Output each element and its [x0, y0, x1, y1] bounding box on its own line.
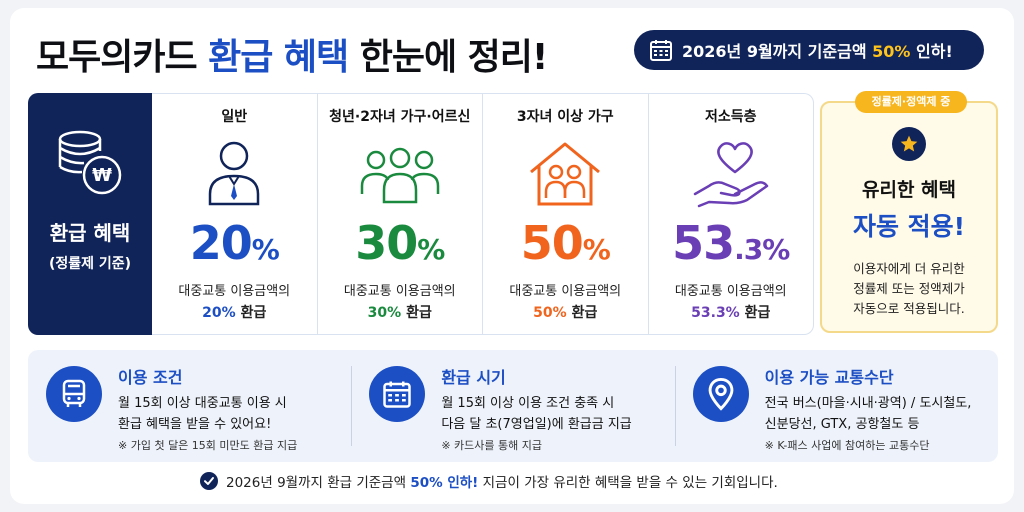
- person-icon: [192, 138, 276, 208]
- info-line: 환급 혜택을 받을 수 있어요!: [118, 417, 272, 432]
- deadline-highlight: 50%: [872, 42, 911, 61]
- check-circle-icon: [200, 472, 218, 490]
- info-note: ※ 가입 첫 달은 15회 미만도 환급 지급: [118, 439, 298, 452]
- page-title: 모두의카드 환급 혜택 한눈에 정리!: [36, 28, 549, 80]
- info-note: ※ K-패스 사업에 참여하는 교통수단: [764, 439, 930, 452]
- auto-apply-headline: 자동 적용!: [852, 212, 966, 241]
- category-label: 저소득층: [704, 109, 757, 125]
- auto-apply-title: 유리한 혜택: [861, 179, 956, 201]
- footer-note: 2026년 9월까지 환급 기준금액 50% 인하! 지금이 가장 유리한 혜택…: [200, 470, 778, 492]
- benefit-desc: 대중교통 이용금액의: [674, 284, 787, 299]
- desc-suffix: 환급: [744, 305, 771, 321]
- footer-prefix: 2026년 9월까지 환급 기준금액: [226, 475, 407, 491]
- calendar-icon: [369, 366, 426, 422]
- benefit-desc: 대중교통 이용금액의: [343, 284, 456, 299]
- title-accent: 환급 혜택: [208, 37, 349, 78]
- percent-value: 20%: [152, 216, 317, 270]
- info-transport-modes: 이용 가능 교통수단 전국 버스(마을·시내·광역) / 도시철도, 신분당선,…: [674, 350, 998, 462]
- desc-suffix: 환급: [240, 305, 267, 321]
- benefit-columns: 일반 20% 대중교통 이용금액의 20% 환급 청년·2자녀 가구·어르신: [152, 93, 814, 335]
- info-title: 환급 시기: [441, 368, 506, 387]
- auto-apply-desc-line: 정률제 또는 정액제가: [853, 281, 965, 296]
- benefit-label: 환급 혜택: [49, 221, 131, 245]
- footer-highlight: 50% 인하!: [410, 475, 479, 491]
- family-icon: [358, 138, 442, 208]
- auto-apply-desc-line: 자동으로 적용됩니다.: [853, 301, 965, 316]
- info-title: 이용 조건: [118, 368, 183, 387]
- category-label: 일반: [221, 109, 248, 125]
- star-badge-icon: [892, 127, 926, 161]
- info-refund-timing: 환급 시기 월 15회 이상 이용 조건 충족 시 다음 달 초(7영업일)에 …: [351, 350, 674, 462]
- percent-unit: %: [582, 233, 611, 266]
- info-line: 다음 달 초(7영업일)에 환급금 지급: [441, 417, 632, 432]
- auto-apply-box: 정률제·정액제 중 유리한 혜택 자동 적용! 이용자에게 더 유리한 정률제 …: [820, 91, 998, 333]
- footer-text: 2026년 9월까지 환급 기준금액 50% 인하! 지금이 가장 유리한 혜택…: [226, 471, 778, 491]
- calendar-icon: [648, 37, 674, 63]
- percent-unit: .3%: [734, 233, 790, 266]
- category-label: 3자녀 이상 가구: [516, 109, 614, 125]
- title-prefix: 모두의카드: [36, 37, 198, 78]
- category-label: 청년·2자녀 가구·어르신: [329, 109, 471, 125]
- desc-percent: 30%: [367, 305, 402, 321]
- percent-unit: %: [251, 233, 280, 266]
- location-pin-icon: [692, 366, 749, 422]
- title-suffix: 한눈에 정리!: [359, 37, 549, 78]
- deadline-suffix: 인하!: [916, 42, 953, 61]
- benefit-column-youth: 청년·2자녀 가구·어르신 30% 대중교통 이용금액의 30% 환급: [318, 94, 483, 334]
- coin-stack-icon: ₩: [56, 129, 126, 203]
- benefit-desc-value: 20% 환급: [152, 302, 317, 322]
- benefit-desc-value: 53.3% 환급: [649, 302, 814, 322]
- desc-suffix: 환급: [571, 305, 598, 321]
- benefit-desc-value: 30% 환급: [318, 302, 483, 322]
- deadline-pill: 2026년 9월까지 기준금액 50% 인하!: [634, 30, 984, 70]
- auto-apply-badge: 정률제·정액제 중: [855, 91, 967, 113]
- benefit-sublabel: (정률제 기준): [48, 256, 132, 272]
- bus-icon: [46, 366, 102, 422]
- info-bar: 이용 조건 월 15회 이상 대중교통 이용 시 환급 혜택을 받을 수 있어요…: [28, 350, 998, 462]
- percent-unit: %: [417, 233, 445, 266]
- percent-number: 20: [189, 216, 253, 270]
- percent-value: 50%: [483, 216, 648, 270]
- percent-number: 30: [355, 216, 418, 270]
- benefit-desc-value: 50% 환급: [483, 302, 648, 322]
- svg-text:₩: ₩: [92, 165, 112, 186]
- house-family-icon: [523, 138, 607, 208]
- info-line: 신분당선, GTX, 공항철도 등: [764, 417, 920, 432]
- auto-apply-desc-line: 이용자에게 더 유리한: [853, 261, 965, 276]
- desc-suffix: 환급: [406, 305, 432, 321]
- desc-percent: 20%: [202, 305, 236, 321]
- heart-hand-icon: [689, 138, 773, 208]
- info-usage-condition: 이용 조건 월 15회 이상 대중교통 이용 시 환급 혜택을 받을 수 있어요…: [28, 350, 351, 462]
- benefit-column-general: 일반 20% 대중교통 이용금액의 20% 환급: [152, 94, 318, 334]
- desc-percent: 50%: [533, 305, 567, 321]
- percent-value: 53.3%: [649, 216, 814, 270]
- desc-percent: 53.3%: [691, 305, 740, 321]
- percent-value: 30%: [318, 216, 483, 270]
- percent-number: 53: [672, 216, 735, 270]
- info-line: 월 15회 이상 이용 조건 충족 시: [441, 396, 615, 411]
- deadline-text: 2026년 9월까지 기준금액 50% 인하!: [682, 38, 953, 62]
- footer-suffix: 지금이 가장 유리한 혜택을 받을 수 있는 기회입니다.: [482, 475, 778, 491]
- percent-number: 50: [520, 216, 584, 270]
- deadline-prefix: 2026년 9월까지 기준금액: [682, 42, 867, 61]
- benefit-desc: 대중교통 이용금액의: [178, 284, 291, 299]
- info-line: 전국 버스(마을·시내·광역) / 도시철도,: [764, 396, 972, 411]
- info-note: ※ 카드사를 통해 지급: [441, 439, 542, 452]
- info-title: 이용 가능 교통수단: [764, 368, 894, 387]
- benefit-column-low-income: 저소득층 53.3% 대중교통 이용금액의 53.3% 환급: [649, 94, 814, 334]
- benefit-column-multi-child: 3자녀 이상 가구 50% 대중교통 이용금액의 50% 환급: [483, 94, 649, 334]
- benefit-label-block: ₩ 환급 혜택 (정률제 기준): [28, 93, 152, 335]
- info-line: 월 15회 이상 대중교통 이용 시: [118, 396, 287, 411]
- auto-apply-desc: 이용자에게 더 유리한 정률제 또는 정액제가 자동으로 적용됩니다.: [830, 259, 988, 319]
- benefit-desc: 대중교통 이용금액의: [509, 284, 622, 299]
